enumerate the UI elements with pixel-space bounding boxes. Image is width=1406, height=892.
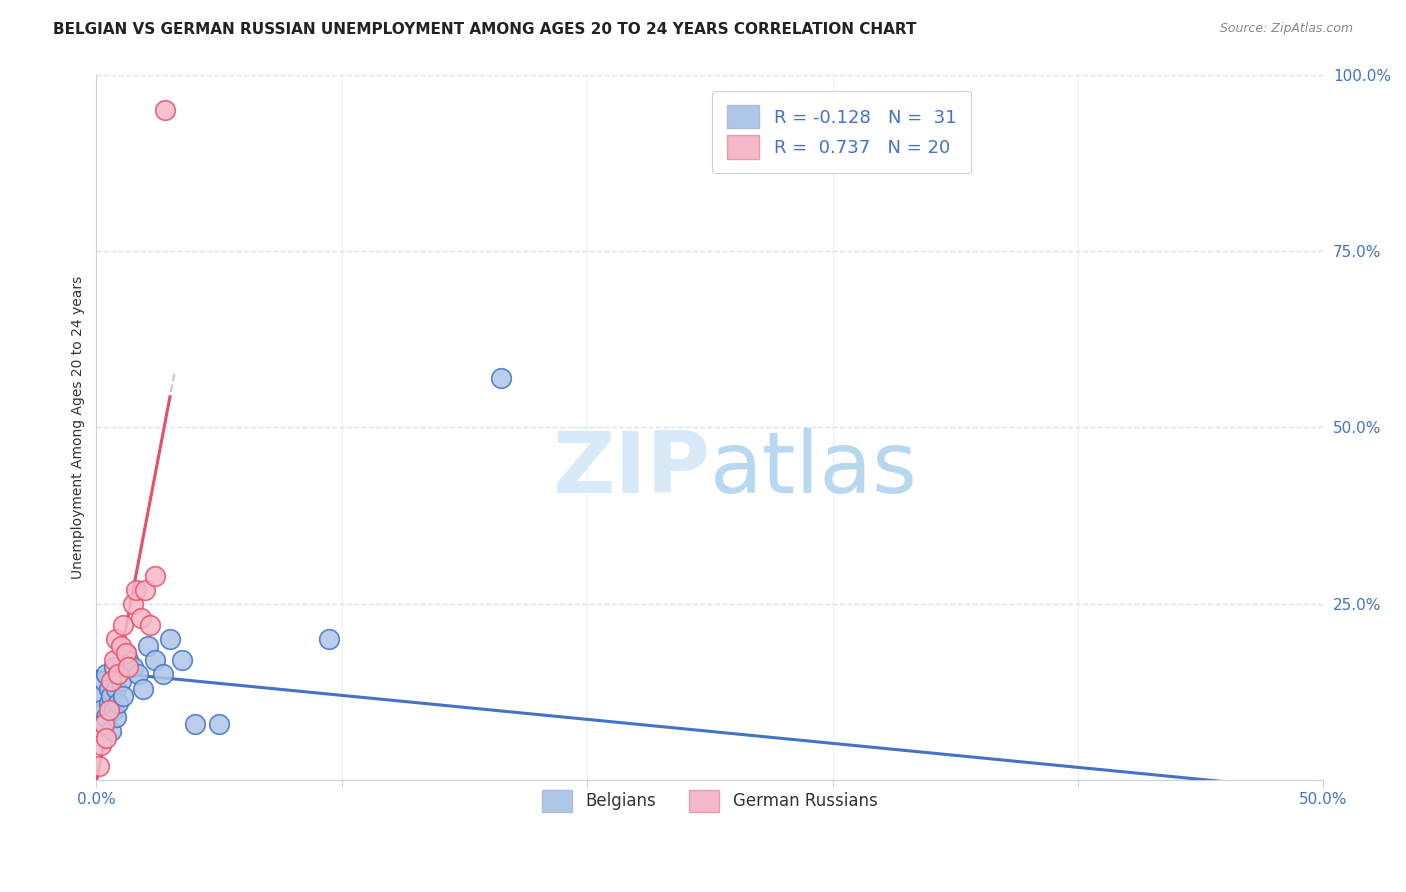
Point bbox=[129, 611, 152, 625]
Point bbox=[143, 568, 166, 582]
Point bbox=[127, 667, 149, 681]
Point bbox=[104, 710, 127, 724]
Point bbox=[90, 703, 112, 717]
Point bbox=[107, 696, 129, 710]
Point bbox=[318, 632, 340, 647]
Point bbox=[93, 716, 115, 731]
Point bbox=[139, 618, 162, 632]
Point bbox=[117, 653, 139, 667]
Point bbox=[100, 723, 122, 738]
Point bbox=[103, 703, 125, 717]
Point bbox=[96, 667, 118, 681]
Point bbox=[114, 646, 136, 660]
Point bbox=[117, 660, 139, 674]
Point bbox=[87, 689, 110, 703]
Point bbox=[103, 660, 125, 674]
Y-axis label: Unemployment Among Ages 20 to 24 years: Unemployment Among Ages 20 to 24 years bbox=[72, 276, 86, 579]
Point bbox=[93, 716, 115, 731]
Point bbox=[172, 653, 194, 667]
Point bbox=[183, 716, 205, 731]
Point bbox=[112, 618, 135, 632]
Point bbox=[87, 759, 110, 773]
Point bbox=[143, 653, 166, 667]
Point bbox=[153, 103, 176, 117]
Point bbox=[107, 667, 129, 681]
Point bbox=[159, 632, 181, 647]
Text: BELGIAN VS GERMAN RUSSIAN UNEMPLOYMENT AMONG AGES 20 TO 24 YEARS CORRELATION CHA: BELGIAN VS GERMAN RUSSIAN UNEMPLOYMENT A… bbox=[53, 22, 917, 37]
Point bbox=[96, 731, 118, 745]
Point bbox=[122, 660, 145, 674]
Point bbox=[134, 582, 156, 597]
Point bbox=[208, 716, 231, 731]
Point bbox=[104, 681, 127, 696]
Point bbox=[112, 689, 135, 703]
Point bbox=[152, 667, 174, 681]
Point bbox=[110, 639, 132, 653]
Point bbox=[90, 738, 112, 752]
Point bbox=[100, 674, 122, 689]
Point bbox=[97, 703, 120, 717]
Text: atlas: atlas bbox=[710, 428, 918, 511]
Text: ZIP: ZIP bbox=[553, 428, 710, 511]
Text: Source: ZipAtlas.com: Source: ZipAtlas.com bbox=[1219, 22, 1353, 36]
Point bbox=[100, 689, 122, 703]
Point bbox=[93, 674, 115, 689]
Point bbox=[124, 582, 146, 597]
Point bbox=[489, 371, 512, 385]
Point bbox=[136, 639, 159, 653]
Point bbox=[97, 696, 120, 710]
Point bbox=[103, 653, 125, 667]
Legend: Belgians, German Russians: Belgians, German Russians bbox=[529, 777, 891, 825]
Point bbox=[104, 632, 127, 647]
Point bbox=[122, 597, 145, 611]
Point bbox=[110, 674, 132, 689]
Point bbox=[96, 710, 118, 724]
Point bbox=[97, 681, 120, 696]
Point bbox=[114, 646, 136, 660]
Point bbox=[132, 681, 155, 696]
